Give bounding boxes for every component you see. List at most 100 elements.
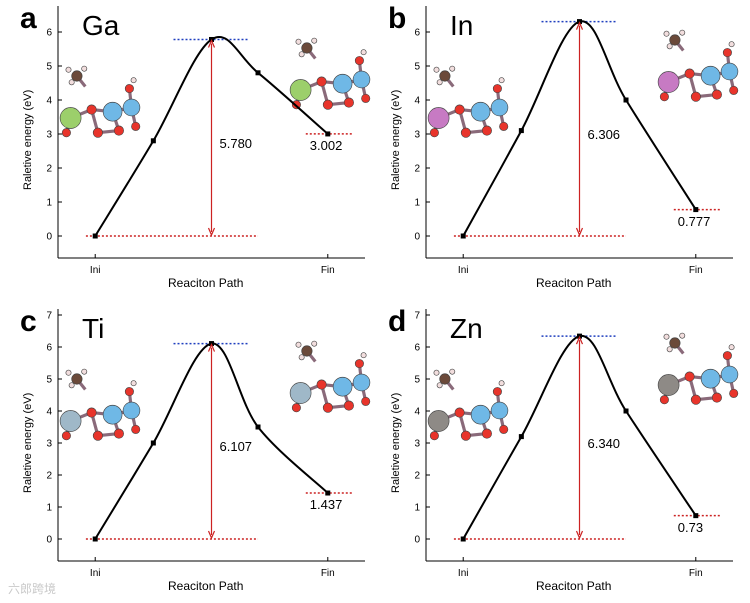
chart-svg: 0 1 2 3 4 5 6 Ini Fin bbox=[46, 6, 371, 276]
oxygen-atom bbox=[684, 371, 695, 382]
data-point bbox=[623, 97, 629, 103]
y-tick-label: 6 bbox=[46, 343, 52, 354]
host-metal-atom bbox=[700, 368, 721, 389]
oxygen-atom bbox=[291, 403, 301, 413]
x-tick-label: Ini bbox=[458, 568, 469, 579]
barrier-arrow-head-bottom bbox=[575, 227, 584, 237]
hydrogen-atom bbox=[130, 77, 137, 84]
host-metal-atom bbox=[102, 101, 123, 122]
carbon-atom bbox=[301, 42, 313, 54]
hydrogen-atom bbox=[433, 66, 440, 73]
data-point bbox=[623, 408, 629, 414]
hydrogen-atom bbox=[436, 382, 443, 389]
barrier-arrow-head-top bbox=[575, 335, 584, 345]
y-tick-label: 0 bbox=[414, 535, 420, 546]
oxygen-atom bbox=[690, 394, 701, 405]
data-point bbox=[255, 70, 261, 76]
y-tick-label: 1 bbox=[46, 503, 52, 514]
host-metal-atom bbox=[720, 365, 739, 384]
x-tick-label: Fin bbox=[689, 568, 703, 579]
panel-d: 0 1 2 3 4 5 6 7 Ini Fin d Zn Raletive energy (eV) Rea… bbox=[368, 303, 743, 603]
hydrogen-atom bbox=[498, 380, 505, 387]
barrier-energy-label: 6.306 bbox=[587, 126, 621, 142]
oxygen-atom bbox=[92, 127, 103, 138]
oxygen-atom bbox=[429, 128, 439, 138]
hydrogen-atom bbox=[666, 43, 673, 50]
oxygen-atom bbox=[113, 428, 124, 439]
barrier-arrow-head-bottom bbox=[575, 530, 584, 540]
oxygen-atom bbox=[711, 392, 722, 403]
chart-svg: 0 1 2 3 4 5 6 7 Ini Fin bbox=[46, 309, 371, 579]
oxygen-atom bbox=[454, 407, 465, 418]
dopant-atom bbox=[59, 410, 82, 432]
barrier-arrow-head-top bbox=[575, 21, 584, 30]
hydrogen-atom bbox=[679, 29, 686, 36]
hydrogen-atom bbox=[728, 344, 735, 351]
dopant-atom bbox=[59, 107, 82, 129]
data-point bbox=[460, 233, 466, 239]
y-axis-label: Raletive energy (eV) bbox=[390, 392, 402, 493]
hydrogen-atom bbox=[498, 77, 505, 84]
oxygen-atom bbox=[729, 388, 739, 398]
oxygen-atom bbox=[92, 430, 103, 441]
y-tick-label: 1 bbox=[414, 503, 420, 514]
final-state-structure-image bbox=[289, 340, 371, 413]
initial-state-structure-image bbox=[427, 368, 509, 441]
hydrogen-atom bbox=[81, 65, 88, 72]
hydrogen-atom bbox=[298, 354, 305, 361]
barrier-energy-label: 6.107 bbox=[219, 439, 253, 455]
panel-element-label: In bbox=[450, 10, 474, 41]
data-point bbox=[92, 536, 98, 542]
data-point bbox=[693, 513, 699, 519]
panel-element-label: Ti bbox=[82, 313, 105, 344]
host-metal-atom bbox=[122, 401, 141, 420]
oxygen-atom bbox=[343, 400, 354, 411]
host-metal-atom bbox=[352, 70, 371, 89]
data-point bbox=[92, 233, 98, 239]
x-axis-label: Reaciton Path bbox=[168, 276, 244, 290]
oxygen-atom bbox=[499, 121, 509, 131]
y-tick-label: 2 bbox=[46, 164, 52, 175]
oxygen-atom bbox=[322, 99, 333, 110]
dopant-atom bbox=[657, 374, 680, 396]
y-tick-label: 4 bbox=[414, 407, 420, 418]
hydrogen-atom bbox=[311, 37, 318, 44]
host-metal-atom bbox=[720, 62, 739, 81]
barrier-energy-label: 5.780 bbox=[219, 135, 253, 151]
hydrogen-atom bbox=[65, 66, 72, 73]
oxygen-atom bbox=[131, 424, 141, 434]
barrier-arrow-head-top bbox=[207, 38, 216, 48]
dopant-atom bbox=[289, 382, 312, 404]
carbon-atom bbox=[439, 373, 451, 385]
host-metal-atom bbox=[490, 401, 509, 420]
data-point bbox=[150, 440, 156, 446]
oxygen-atom bbox=[729, 85, 739, 95]
oxygen-atom bbox=[316, 76, 327, 87]
oxygen-atom bbox=[460, 430, 471, 441]
carbon-atom bbox=[669, 337, 681, 349]
y-tick-label: 1 bbox=[46, 198, 52, 209]
hydrogen-atom bbox=[663, 30, 670, 37]
y-tick-label: 4 bbox=[46, 96, 52, 107]
hydrogen-atom bbox=[295, 341, 302, 348]
oxygen-atom bbox=[492, 387, 502, 397]
y-tick-label: 3 bbox=[414, 130, 420, 141]
x-axis-label: Reaciton Path bbox=[536, 276, 612, 290]
x-tick-label: Ini bbox=[90, 568, 101, 579]
oxygen-atom bbox=[492, 84, 502, 94]
y-tick-label: 0 bbox=[46, 535, 52, 546]
y-tick-label: 4 bbox=[46, 407, 52, 418]
barrier-energy-label: 6.340 bbox=[587, 435, 621, 451]
panel-b: 0 1 2 3 4 5 6 Ini Fin b In Raletive energy (eV) Reac… bbox=[368, 0, 743, 300]
hydrogen-atom bbox=[436, 79, 443, 86]
data-point bbox=[693, 207, 699, 213]
dopant-atom bbox=[427, 410, 450, 432]
x-axis-label: Reaciton Path bbox=[536, 579, 612, 593]
dopant-atom bbox=[427, 107, 450, 129]
y-tick-label: 5 bbox=[46, 375, 52, 386]
host-metal-atom bbox=[122, 98, 141, 117]
data-point bbox=[255, 424, 261, 430]
final-state-structure-image bbox=[657, 29, 739, 102]
y-tick-label: 6 bbox=[414, 28, 420, 39]
y-tick-label: 3 bbox=[46, 130, 52, 141]
